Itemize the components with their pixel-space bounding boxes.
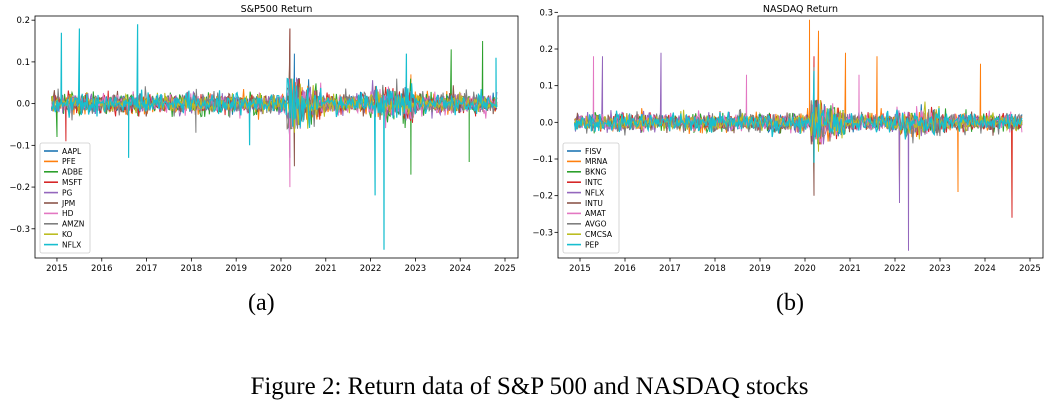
nasdaq-legend-label-bkng: BKNG <box>585 168 607 177</box>
sp500-legend-label-pg: PG <box>62 188 73 197</box>
sp500-x-tick-label: 2020 <box>270 264 292 274</box>
nasdaq-x-tick-label: 2020 <box>794 264 816 274</box>
nasdaq-legend-label-cmcsa: CMCSA <box>585 230 613 239</box>
nasdaq-legend-label-avgo: AVGO <box>585 220 607 229</box>
sp500-legend-label-nflx: NFLX <box>62 240 81 249</box>
sp500-plot-frame <box>34 15 519 259</box>
sp500-x-tick-label: 2017 <box>136 264 158 274</box>
nasdaq-x-tick-label: 2021 <box>839 264 861 274</box>
nasdaq-y-tick-label: 0.1 <box>539 82 553 92</box>
nasdaq-plot-frame <box>557 15 1044 259</box>
nasdaq-legend-label-intu: INTU <box>585 199 603 208</box>
nasdaq-series-cmcsa <box>574 100 1023 152</box>
nasdaq-x-tick-label: 2019 <box>749 264 771 274</box>
nasdaq-y-tick-label: −0.1 <box>532 155 553 165</box>
sp500-legend-label-amzn: AMZN <box>62 220 84 229</box>
nasdaq-x-tick-label: 2023 <box>929 264 951 274</box>
nasdaq-x-tick-label: 2015 <box>569 264 591 274</box>
nasdaq-series-nflx <box>574 52 1023 251</box>
nasdaq-y-tick-label: 0.0 <box>539 118 553 128</box>
nasdaq-chart-title: NASDAQ Return <box>763 4 838 15</box>
nasdaq-legend <box>562 142 620 254</box>
sp500-legend-label-adbe: ADBE <box>62 168 83 177</box>
nasdaq-x-tick-label: 2017 <box>659 264 681 274</box>
sp500-chart-title: S&P500 Return <box>241 4 313 15</box>
sp500-legend-label-aapl: AAPL <box>62 147 82 156</box>
sp500-series-hd <box>51 78 498 188</box>
sp500-legend-label-msft: MSFT <box>62 178 82 187</box>
sp500-x-tick-label: 2016 <box>91 264 113 274</box>
sp500-series-nflx <box>51 24 498 250</box>
sp500-legend-label-hd: HD <box>62 209 74 218</box>
nasdaq-x-tick-label: 2022 <box>884 264 906 274</box>
sp500-y-tick-label: −0.1 <box>9 141 30 151</box>
subfigure-label-b: (b) <box>776 290 804 316</box>
sp500-y-tick-label: 0.0 <box>16 100 30 110</box>
nasdaq-y-tick-label: −0.3 <box>532 228 553 238</box>
nasdaq-legend-label-intc: INTC <box>585 178 602 187</box>
sp500-x-tick-label: 2021 <box>315 264 337 274</box>
sp500-x-tick-label: 2022 <box>360 264 382 274</box>
figure-caption: Figure 2: Return data of S&P 500 and NAS… <box>250 373 809 400</box>
nasdaq-y-tick-label: 0.2 <box>539 45 553 55</box>
sp500-chart: S&P500 Return −0.3 −0.2 −0.1 0.0 0.1 0.2 2015 20… <box>9 4 519 274</box>
nasdaq-legend-label-pep: PEP <box>585 240 599 249</box>
sp500-y-tick-label: −0.2 <box>9 183 30 193</box>
nasdaq-legend-label-mrna: MRNA <box>585 157 608 166</box>
nasdaq-chart: NASDAQ Return −0.3 −0.2 −0.1 0.0 0.1 0.2 0.3 201… <box>532 4 1044 274</box>
subfigure-label-a: (a) <box>248 290 275 316</box>
sp500-x-tick-label: 2025 <box>494 264 516 274</box>
sp500-x-tick-label: 2018 <box>181 264 203 274</box>
nasdaq-x-tick-label: 2024 <box>974 264 996 274</box>
nasdaq-series-pep <box>574 70 1023 163</box>
sp500-legend-label-jpm: JPM <box>61 199 75 208</box>
nasdaq-legend-label-fisv: FISV <box>585 147 602 156</box>
sp500-legend-label-pfe: PFE <box>62 157 76 166</box>
sp500-x-tick-label: 2015 <box>46 264 68 274</box>
sp500-y-tick-label: 0.2 <box>16 16 30 26</box>
sp500-x-tick-label: 2019 <box>225 264 247 274</box>
sp500-legend-label-ko: KO <box>62 230 73 239</box>
sp500-x-tick-label: 2023 <box>405 264 427 274</box>
sp500-x-tick-label: 2024 <box>449 264 471 274</box>
sp500-y-tick-label: 0.1 <box>16 58 30 68</box>
nasdaq-legend-label-nflx: NFLX <box>585 188 604 197</box>
nasdaq-y-tick-label: 0.3 <box>539 8 553 18</box>
nasdaq-x-tick-label: 2018 <box>704 264 726 274</box>
nasdaq-series-intc <box>574 56 1023 218</box>
sp500-series-msft <box>51 28 498 142</box>
sp500-y-tick-label: −0.3 <box>9 225 30 235</box>
nasdaq-y-tick-label: −0.2 <box>532 192 553 202</box>
nasdaq-legend-label-amat: AMAT <box>585 209 606 218</box>
sp500-legend <box>39 142 91 254</box>
nasdaq-x-tick-label: 2016 <box>614 264 636 274</box>
nasdaq-x-tick-label: 2025 <box>1019 264 1041 274</box>
